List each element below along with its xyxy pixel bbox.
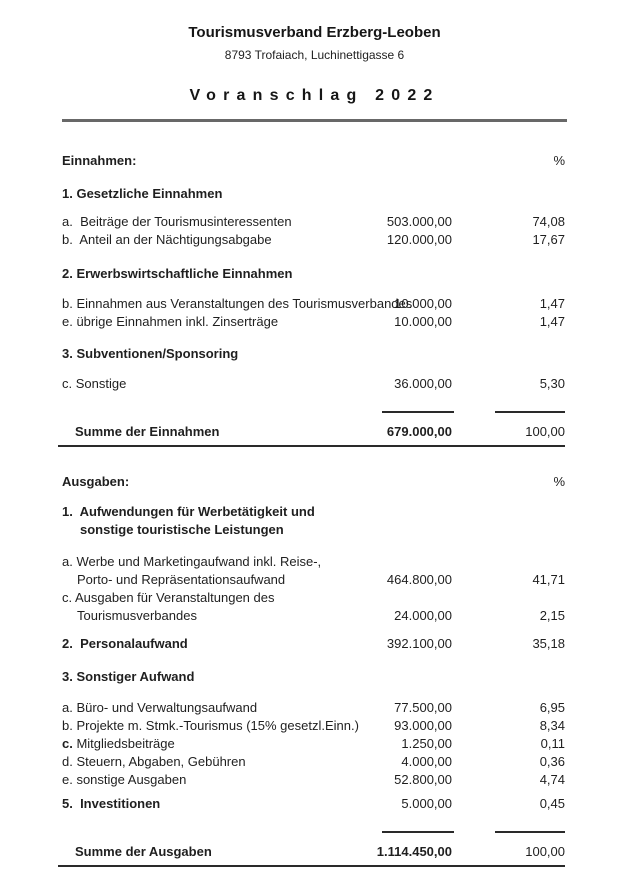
row-label: b. Anteil an der Nächtigungsabgabe xyxy=(62,232,272,247)
row-percent: 0,36 xyxy=(539,754,565,769)
org-address: 8793 Trofaiach, Luchinettigasse 6 xyxy=(224,48,405,62)
income-group1-title: 1. Gesetzliche Einnahmen xyxy=(62,186,223,201)
row-amount: 392.100,00 xyxy=(386,636,452,651)
row-percent: 35,18 xyxy=(532,636,565,651)
row-amount: 464.800,00 xyxy=(386,572,452,587)
income-total-label: Summe der Einnahmen xyxy=(75,424,220,439)
table-row: c. Ausgaben für Veranstaltungen des Tour… xyxy=(62,589,565,625)
row-amount: 4.000,00 xyxy=(401,754,452,769)
row-label: a. Beiträge der Tourismusinteressenten xyxy=(62,214,292,229)
row-percent: 0,11 xyxy=(540,736,565,751)
row-label-prefix: c. xyxy=(62,736,73,751)
percent-column-rule xyxy=(495,411,565,413)
row-percent: 5,30 xyxy=(539,376,565,391)
row-amount: 503.000,00 xyxy=(386,214,452,229)
personalaufwand-row: 2. Personalaufwand 392.100,00 35,18 xyxy=(62,635,565,653)
income-percent-header: % xyxy=(553,153,565,168)
income-total-row: Summe der Einnahmen 679.000,00 100,00 xyxy=(58,423,565,447)
expenses-percent-header: % xyxy=(553,474,565,489)
document-header: Tourismusverband Erzberg-Leoben 8793 Tro… xyxy=(0,24,629,105)
table-row: a. Beiträge der Tourismusinteressenten 5… xyxy=(62,213,565,231)
row-amount: 24.000,00 xyxy=(394,608,452,623)
row-label-line2: Porto- und Repräsentationsaufwand xyxy=(77,572,286,587)
org-name: Tourismusverband Erzberg-Leoben xyxy=(188,24,441,41)
row-amount: 36.000,00 xyxy=(394,376,452,391)
row-percent: 17,67 xyxy=(532,232,565,247)
investitionen-row: 5. Investitionen 5.000,00 0,45 xyxy=(62,795,565,813)
expenses-group3-title: 3. Sonstiger Aufwand xyxy=(62,669,195,684)
income-total-amount: 679.000,00 xyxy=(386,424,452,439)
row-label: d. Steuern, Abgaben, Gebühren xyxy=(62,754,246,769)
table-row: b. Einnahmen aus Veranstaltungen des Tou… xyxy=(62,295,565,313)
expenses-group1-title-line2: sonstige touristische Leistungen xyxy=(80,522,284,537)
income-group1-title-row: 1. Gesetzliche Einnahmen xyxy=(62,185,565,203)
table-row: a. Büro- und Verwaltungsaufwand 77.500,0… xyxy=(62,699,565,717)
expenses-total-rules xyxy=(62,831,565,833)
row-label: e. übrige Einnahmen inkl. Zinserträge xyxy=(62,314,279,329)
amount-column-rule xyxy=(382,411,454,413)
row-label: a. Büro- und Verwaltungsaufwand xyxy=(62,700,258,715)
row-percent: 8,34 xyxy=(539,718,565,733)
expenses-total-percent: 100,00 xyxy=(525,844,565,859)
row-percent: 0,45 xyxy=(539,796,565,811)
percent-column-rule xyxy=(495,831,565,833)
row-percent: 4,74 xyxy=(539,772,565,787)
expenses-section-header-row: Ausgaben: % xyxy=(62,473,565,491)
expenses-total-amount: 1.114.450,00 xyxy=(376,844,452,859)
row-amount: 120.000,00 xyxy=(386,232,452,247)
table-row: e. übrige Einnahmen inkl. Zinserträge 10… xyxy=(62,313,565,331)
income-group3-title-row: 3. Subventionen/Sponsoring xyxy=(62,345,565,363)
budget-table: Einnahmen: % 1. Gesetzliche Einnahmen a.… xyxy=(58,152,565,867)
row-percent: 2,15 xyxy=(539,608,565,623)
expenses-total-row: Summe der Ausgaben 1.114.450,00 100,00 xyxy=(58,843,565,867)
table-row: a. Werbe und Marketingaufwand inkl. Reis… xyxy=(62,553,565,589)
table-row: b. Projekte m. Stmk.-Tourismus (15% gese… xyxy=(62,717,565,735)
row-amount: 10.000,00 xyxy=(394,296,452,311)
table-row: b. Anteil an der Nächtigungsabgabe 120.0… xyxy=(62,231,565,249)
income-group2-title-row: 2. Erwerbswirtschaftliche Einnahmen xyxy=(62,265,565,283)
expenses-section-label: Ausgaben: xyxy=(62,474,130,489)
row-label-line1: a. Werbe und Marketingaufwand inkl. Reis… xyxy=(62,554,322,569)
income-section-label: Einnahmen: xyxy=(62,153,137,168)
expenses-group3-title-row: 3. Sonstiger Aufwand xyxy=(62,668,565,686)
expenses-group1-title-row: 1. Aufwendungen für Werbetätigkeit und s… xyxy=(62,503,565,539)
expenses-group1-title-line1: 1. Aufwendungen für Werbetätigkeit und xyxy=(62,504,315,519)
table-row: c. Mitgliedsbeiträge 1.250,00 0,11 xyxy=(62,735,565,753)
row-percent: 1,47 xyxy=(539,314,565,329)
row-percent: 74,08 xyxy=(532,214,565,229)
income-group3-title: 3. Subventionen/Sponsoring xyxy=(62,346,239,361)
row-percent: 41,71 xyxy=(532,572,565,587)
table-row: d. Steuern, Abgaben, Gebühren 4.000,00 0… xyxy=(62,753,565,771)
row-percent: 6,95 xyxy=(539,700,565,715)
row-amount: 77.500,00 xyxy=(394,700,452,715)
row-label: b. Projekte m. Stmk.-Tourismus (15% gese… xyxy=(62,718,359,733)
document-title: Voranschlag 2022 xyxy=(189,87,440,104)
table-row: c. Sonstige 36.000,00 5,30 xyxy=(62,375,565,393)
row-label: c. Mitgliedsbeiträge xyxy=(62,735,342,753)
income-total-rules xyxy=(62,411,565,413)
row-label: b. Einnahmen aus Veranstaltungen des Tou… xyxy=(62,296,413,311)
row-amount: 93.000,00 xyxy=(394,718,452,733)
amount-column-rule xyxy=(382,831,454,833)
row-label-text: Mitgliedsbeiträge xyxy=(72,736,175,751)
row-amount: 52.800,00 xyxy=(394,772,452,787)
row-percent: 1,47 xyxy=(539,296,565,311)
income-group2-title: 2. Erwerbswirtschaftliche Einnahmen xyxy=(62,266,293,281)
row-label: 5. Investitionen xyxy=(62,796,161,811)
row-amount: 5.000,00 xyxy=(401,796,452,811)
row-amount: 10.000,00 xyxy=(394,314,452,329)
row-amount: 1.250,00 xyxy=(401,736,452,751)
row-label-line1: c. Ausgaben für Veranstaltungen des xyxy=(62,590,275,605)
expenses-total-label: Summe der Ausgaben xyxy=(75,844,212,859)
row-label: c. Sonstige xyxy=(62,376,127,391)
income-total-percent: 100,00 xyxy=(525,424,565,439)
table-row: e. sonstige Ausgaben 52.800,00 4,74 xyxy=(62,771,565,789)
income-section-header-row: Einnahmen: % xyxy=(62,152,565,170)
header-divider xyxy=(62,119,567,122)
row-label-line2: Tourismusverbandes xyxy=(77,608,197,623)
row-label: e. sonstige Ausgaben xyxy=(62,772,187,787)
row-label: 2. Personalaufwand xyxy=(62,636,188,651)
